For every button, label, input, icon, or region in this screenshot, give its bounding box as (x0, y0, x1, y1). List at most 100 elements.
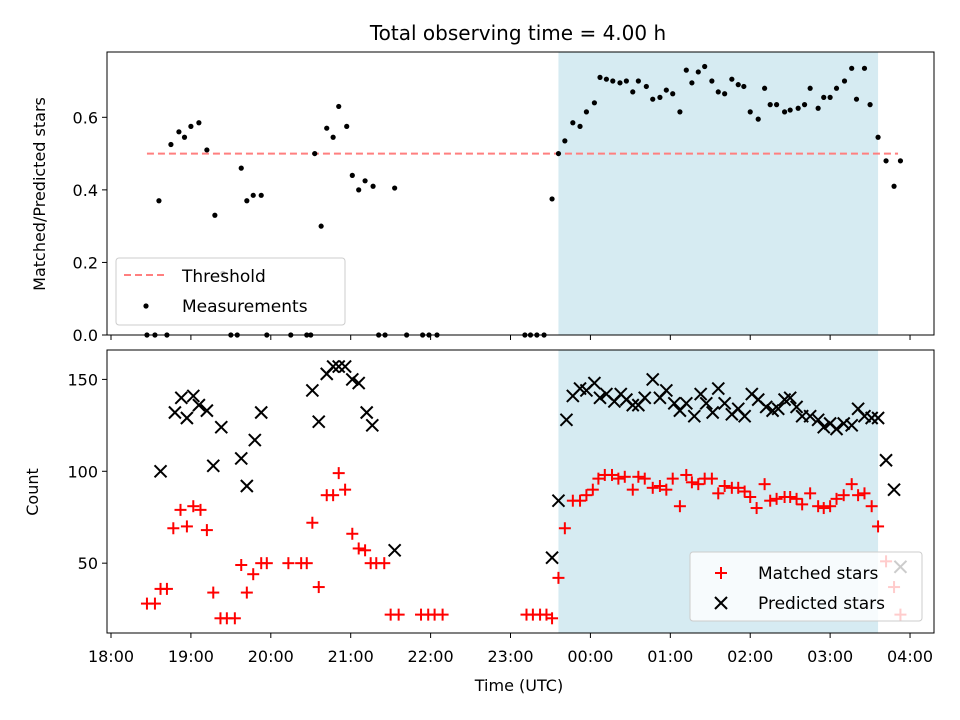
measurement-point (741, 83, 747, 90)
matched-star-point (626, 483, 639, 496)
measurement-point (577, 123, 583, 129)
matched-star-point (804, 487, 817, 500)
top-ytick-label: 0.2 (73, 253, 98, 272)
matched-star-point (552, 571, 565, 584)
matched-star-point (845, 478, 858, 491)
bottom-legend: Matched stars Predicted stars (689, 551, 923, 622)
bottom-y-axis-label: Count (23, 468, 42, 516)
predicted-star-point (667, 396, 682, 410)
measurement-point (603, 76, 609, 82)
measurement-point (356, 187, 362, 193)
bottom-legend-box (689, 551, 923, 622)
matched-star-point (332, 467, 345, 480)
top-ytick-label: 0.0 (73, 326, 98, 345)
bottom-xtick-label: 04:00 (887, 647, 933, 666)
matched-star-point (692, 478, 705, 491)
matched-star-point (605, 468, 618, 481)
measurement-point (695, 69, 701, 75)
predicted-star-point (214, 420, 228, 434)
top-ytick-label: 0.6 (73, 108, 98, 127)
matched-star-point (705, 472, 718, 485)
measurement-point (833, 85, 840, 91)
predicted-star-point (234, 451, 248, 466)
matched-star-point (666, 472, 679, 485)
predicted-star-point (811, 413, 825, 427)
measurement-point (815, 105, 821, 111)
matched-star-point (738, 485, 751, 498)
matched-star-point (240, 586, 253, 599)
measurement-point (244, 198, 250, 204)
measurement-point (747, 109, 753, 115)
predicted-star-point (783, 391, 797, 405)
predicted-star-point (545, 550, 559, 565)
measurement-point (176, 129, 182, 135)
measurement-point (555, 150, 562, 157)
measurement-point (773, 102, 780, 108)
matched-star-point (228, 612, 241, 625)
measurement-point (623, 78, 629, 84)
predicted-star-point (887, 482, 901, 497)
predicted-star-point (759, 400, 773, 414)
matched-star-point (247, 568, 260, 581)
measurement-point (677, 109, 683, 115)
matched-legend-label: Matched stars (758, 564, 878, 584)
predicted-star-point (705, 405, 720, 420)
measurement-point (583, 109, 590, 115)
measurement-point (883, 158, 889, 164)
predicted-star-point (365, 418, 379, 433)
matched-star-point (660, 483, 673, 496)
matched-star-point (796, 498, 809, 511)
predicted-star-point (551, 493, 566, 508)
matched-star-point (260, 557, 273, 570)
measurement-point (635, 78, 641, 84)
matched-star-point (167, 522, 180, 535)
matched-star-point (180, 520, 193, 533)
matched-star-point (830, 492, 843, 505)
predicted-star-point (699, 396, 713, 410)
matched-star-point (194, 503, 207, 516)
measurement-point (370, 183, 376, 189)
matched-star-point (580, 489, 593, 502)
predicted-star-point (771, 402, 785, 416)
measurement-point (617, 80, 623, 86)
predicted-star-point (240, 479, 254, 493)
predicted-star-point (332, 359, 346, 374)
matched-star-point (436, 608, 449, 621)
predicted-star-point (737, 409, 752, 423)
measurement-point (630, 89, 636, 95)
matched-star-point (817, 502, 830, 515)
measurement-point (156, 198, 162, 204)
predicted-star-point (326, 359, 340, 374)
measurement-point (702, 63, 708, 70)
measurement-point (897, 158, 904, 164)
matched-star-point (558, 522, 571, 535)
bottom-panel: 50 100 150 18:00 19:00 20:00 21:00 22:00 23:00 0… (23, 349, 935, 695)
predicted-star-point (387, 543, 402, 558)
matched-star-point (187, 500, 200, 513)
predicted-star-point (626, 398, 640, 412)
measurement-point (841, 78, 848, 84)
matched-star-point (744, 491, 757, 504)
measurement-point (867, 102, 873, 108)
predicted-legend-label: Predicted stars (758, 594, 885, 614)
matched-star-point (207, 586, 220, 599)
top-axes-frame (106, 51, 935, 336)
matched-star-point (784, 491, 797, 504)
top-x-axis-ticks (110, 335, 911, 340)
predicted-star-point (345, 372, 360, 387)
measurement-point (549, 196, 555, 202)
measurement-point (762, 85, 768, 91)
measurement-point (349, 172, 355, 178)
matched-star-point (618, 470, 631, 483)
matched-star-point (750, 502, 763, 515)
measurement-point (755, 116, 761, 122)
top-panel: 0.0 0.2 0.4 0.6 Total observing time = 4.00… (30, 21, 935, 345)
measurement-point (591, 100, 598, 106)
predicted-legend-swatch (714, 596, 728, 610)
bottom-y-axis-ticks: 50 100 150 (67, 370, 107, 573)
measurement-point (827, 94, 833, 100)
top-y-axis-ticks: 0.0 0.2 0.4 0.6 (73, 108, 107, 345)
bottom-xtick-label: 02:00 (727, 647, 773, 666)
matched-star-point (770, 492, 783, 505)
matched-star-point (160, 582, 173, 595)
